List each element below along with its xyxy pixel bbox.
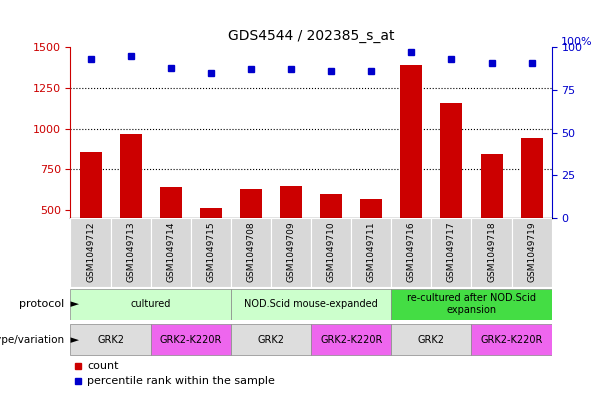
Text: GRK2-K220R: GRK2-K220R xyxy=(320,334,383,345)
Text: ►: ► xyxy=(67,299,80,309)
Text: GRK2: GRK2 xyxy=(97,334,124,345)
Bar xyxy=(351,218,391,287)
Bar xyxy=(400,65,422,291)
Text: GSM1049709: GSM1049709 xyxy=(286,222,295,282)
Text: GRK2: GRK2 xyxy=(257,334,284,345)
Text: count: count xyxy=(87,361,119,371)
Bar xyxy=(200,208,222,291)
Text: GRK2: GRK2 xyxy=(418,334,445,345)
Bar xyxy=(120,134,142,291)
Bar xyxy=(80,152,102,291)
Bar xyxy=(512,218,552,287)
Bar xyxy=(191,218,231,287)
Bar xyxy=(160,187,182,291)
Bar xyxy=(240,189,262,291)
Text: GSM1049714: GSM1049714 xyxy=(166,222,175,282)
Text: GSM1049711: GSM1049711 xyxy=(367,222,376,282)
Text: cultured: cultured xyxy=(131,299,171,309)
Bar xyxy=(391,289,552,320)
Text: GSM1049716: GSM1049716 xyxy=(407,222,416,282)
Text: GSM1049718: GSM1049718 xyxy=(487,222,496,282)
Bar xyxy=(280,186,302,291)
Text: NOD.Scid mouse-expanded: NOD.Scid mouse-expanded xyxy=(244,299,378,309)
Bar xyxy=(391,218,432,287)
Bar xyxy=(110,218,151,287)
Text: GRK2-K220R: GRK2-K220R xyxy=(159,334,222,345)
Bar xyxy=(151,324,231,355)
Text: GSM1049708: GSM1049708 xyxy=(246,222,256,282)
Text: percentile rank within the sample: percentile rank within the sample xyxy=(87,376,275,386)
Bar xyxy=(271,218,311,287)
Text: GSM1049713: GSM1049713 xyxy=(126,222,135,282)
Bar xyxy=(432,218,471,287)
Bar xyxy=(311,218,351,287)
Bar xyxy=(231,324,311,355)
Text: ►: ► xyxy=(67,334,80,345)
Bar xyxy=(520,138,543,291)
Text: GSM1049717: GSM1049717 xyxy=(447,222,456,282)
Bar xyxy=(70,324,151,355)
Bar xyxy=(70,218,110,287)
Bar xyxy=(440,103,462,291)
Text: GSM1049712: GSM1049712 xyxy=(86,222,95,282)
Bar xyxy=(471,324,552,355)
Bar xyxy=(231,289,391,320)
Text: GSM1049710: GSM1049710 xyxy=(327,222,336,282)
Bar xyxy=(311,324,391,355)
Bar xyxy=(471,218,512,287)
Bar xyxy=(481,154,503,291)
Text: re-cultured after NOD.Scid
expansion: re-cultured after NOD.Scid expansion xyxy=(407,294,536,315)
Text: genotype/variation: genotype/variation xyxy=(0,334,64,345)
Bar xyxy=(360,199,383,291)
Bar xyxy=(391,324,471,355)
Text: GSM1049715: GSM1049715 xyxy=(207,222,215,282)
Text: protocol: protocol xyxy=(19,299,64,309)
Bar xyxy=(70,289,231,320)
Bar xyxy=(320,194,342,291)
Text: 100%: 100% xyxy=(562,37,593,47)
Bar xyxy=(151,218,191,287)
Title: GDS4544 / 202385_s_at: GDS4544 / 202385_s_at xyxy=(228,29,394,43)
Text: GSM1049719: GSM1049719 xyxy=(527,222,536,282)
Text: GRK2-K220R: GRK2-K220R xyxy=(481,334,543,345)
Bar xyxy=(231,218,271,287)
